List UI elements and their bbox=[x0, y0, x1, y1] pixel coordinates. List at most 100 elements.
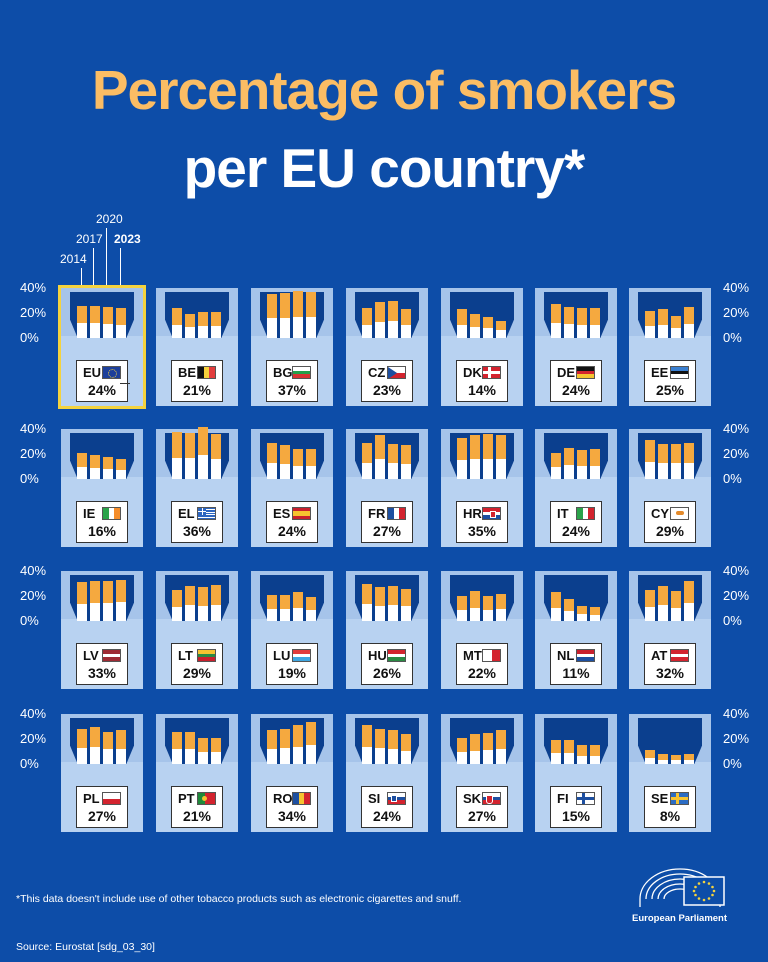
year-label-2014: 2014 bbox=[60, 252, 87, 266]
pack-nl: NL 11% bbox=[535, 571, 617, 689]
country-code: LT bbox=[178, 648, 193, 663]
bar-sk-2023 bbox=[496, 730, 506, 764]
country-percentage: 22% bbox=[467, 665, 497, 681]
country-code: HR bbox=[463, 506, 482, 521]
country-label: FI 15% bbox=[550, 786, 602, 828]
country-percentage: 33% bbox=[87, 665, 117, 681]
bar-si-2017 bbox=[375, 729, 385, 764]
bar-es-2020 bbox=[293, 449, 303, 479]
bar-cz-2014 bbox=[362, 308, 372, 338]
bar-se-2023 bbox=[684, 754, 694, 764]
country-code: MT bbox=[463, 648, 482, 663]
bar-ie-2020 bbox=[103, 456, 113, 479]
country-percentage: 24% bbox=[561, 523, 591, 539]
pack-bg: BG 37% bbox=[251, 288, 333, 406]
country-label: NL 11% bbox=[550, 643, 602, 685]
country-percentage: 36% bbox=[182, 523, 212, 539]
bar-bg-2017 bbox=[280, 293, 290, 338]
pack-eu: EU 24% bbox=[58, 285, 146, 409]
country-percentage: 29% bbox=[655, 523, 685, 539]
country-label: EU 24% bbox=[76, 360, 128, 402]
bar-cy-2017 bbox=[658, 444, 668, 479]
bar-eu-2017 bbox=[90, 305, 100, 338]
bar-el-2017 bbox=[185, 432, 195, 479]
country-label: CZ 23% bbox=[361, 360, 413, 402]
axis-tick-left-row1-0pct: 0% bbox=[20, 330, 39, 345]
bar-el-2023 bbox=[211, 434, 221, 479]
axis-tick-left-row4-0pct: 0% bbox=[20, 756, 39, 771]
bar-pt-2023 bbox=[211, 737, 221, 764]
bar-fr-2023 bbox=[401, 445, 411, 479]
bar-hu-2020 bbox=[388, 586, 398, 621]
country-code: BE bbox=[178, 365, 197, 380]
bar-si-2014 bbox=[362, 725, 372, 764]
bar-fi-2017 bbox=[564, 740, 574, 764]
country-code: DE bbox=[557, 365, 576, 380]
bar-ie-2023 bbox=[116, 459, 126, 479]
bar-lu-2017 bbox=[280, 594, 290, 621]
axis-tick-right-row4-20pct: 20% bbox=[723, 731, 750, 746]
bar-lt-2020 bbox=[198, 587, 208, 621]
bar-it-2023 bbox=[590, 449, 600, 479]
country-percentage: 11% bbox=[562, 665, 590, 681]
country-label: DE 24% bbox=[550, 360, 602, 402]
country-percentage: 25% bbox=[655, 382, 685, 398]
bar-lv-2014 bbox=[77, 582, 87, 621]
pack-pl: PL 27% bbox=[61, 714, 143, 832]
bar-at-2020 bbox=[671, 591, 681, 621]
country-code: AT bbox=[651, 648, 668, 663]
bar-hu-2014 bbox=[362, 583, 372, 621]
country-label: AT 32% bbox=[644, 643, 696, 685]
hr-flag bbox=[482, 507, 501, 520]
bar-el-2020 bbox=[198, 426, 208, 479]
year-label-2020: 2020 bbox=[96, 212, 123, 226]
bar-de-2023 bbox=[590, 308, 600, 338]
bar-dk-2017 bbox=[470, 314, 480, 338]
bar-ro-2014 bbox=[267, 730, 277, 764]
pack-sk: SK 27% bbox=[441, 714, 523, 832]
axis-tick-right-row3-0pct: 0% bbox=[723, 613, 742, 628]
cy-flag bbox=[670, 507, 689, 520]
axis-tick-right-row4-40pct: 40% bbox=[723, 706, 750, 721]
ro-flag bbox=[292, 792, 311, 805]
bar-mt-2020 bbox=[483, 596, 493, 621]
bar-nl-2014 bbox=[551, 592, 561, 621]
fr-flag bbox=[387, 507, 406, 520]
bar-cz-2023 bbox=[401, 309, 411, 338]
bar-eu-2014 bbox=[77, 305, 87, 338]
pt-flag bbox=[197, 792, 216, 805]
country-code: LU bbox=[273, 648, 291, 663]
country-label: LV 33% bbox=[76, 643, 128, 685]
axis-tick-left-row3-40pct: 40% bbox=[20, 563, 47, 578]
bar-hu-2023 bbox=[401, 588, 411, 621]
bar-lv-2020 bbox=[103, 581, 113, 621]
axis-tick-left-row1-40pct: 40% bbox=[20, 280, 47, 295]
bar-fr-2020 bbox=[388, 444, 398, 479]
bar-ie-2014 bbox=[77, 452, 87, 479]
bar-sk-2014 bbox=[457, 737, 467, 764]
bar-bg-2020 bbox=[293, 290, 303, 338]
el-flag bbox=[197, 507, 216, 520]
country-code: SE bbox=[651, 791, 669, 806]
country-label: LT 29% bbox=[171, 643, 223, 685]
pack-cy: CY 29% bbox=[629, 429, 711, 547]
country-code: CY bbox=[651, 506, 670, 521]
bar-it-2017 bbox=[564, 447, 574, 479]
bar-eu-2023 bbox=[116, 308, 126, 338]
de-flag bbox=[576, 366, 595, 379]
country-label: EL 36% bbox=[171, 501, 223, 543]
bar-bg-2023 bbox=[306, 291, 316, 338]
bar-it-2020 bbox=[577, 450, 587, 479]
country-percentage: 32% bbox=[655, 665, 685, 681]
country-code: PT bbox=[178, 791, 195, 806]
bar-be-2023 bbox=[211, 311, 221, 338]
lv-flag bbox=[102, 649, 121, 662]
bar-fr-2014 bbox=[362, 442, 372, 479]
country-percentage: 24% bbox=[277, 523, 307, 539]
bar-at-2017 bbox=[658, 586, 668, 621]
country-percentage: 27% bbox=[87, 808, 117, 824]
bar-lt-2014 bbox=[172, 589, 182, 621]
ee-flag bbox=[670, 366, 689, 379]
bar-be-2014 bbox=[172, 308, 182, 338]
country-code: SK bbox=[463, 791, 482, 806]
